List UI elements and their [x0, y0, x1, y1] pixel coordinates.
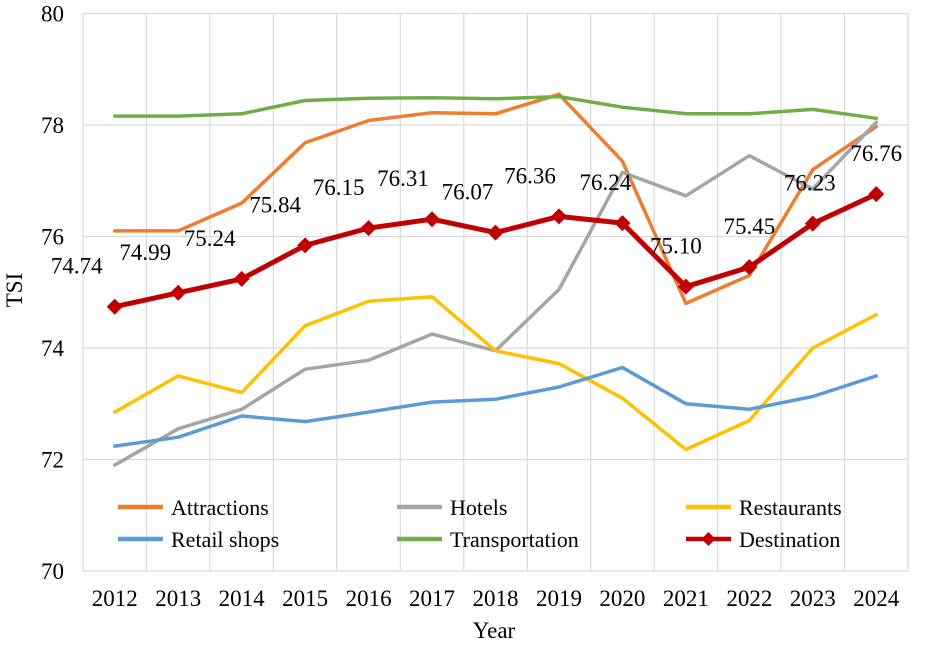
marker-destination — [297, 237, 314, 254]
x-axis-title: Year — [473, 618, 516, 643]
series-line-retail-shops — [112, 365, 879, 448]
legend-marker-destination — [701, 532, 716, 546]
data-label-destination: 76.31 — [377, 166, 429, 191]
legend-item-transportation: Transportation — [397, 527, 579, 552]
x-tick-label: 2012 — [92, 586, 138, 611]
legend-item-attractions: Attractions — [118, 495, 269, 520]
gridlines — [82, 12, 909, 572]
marker-destination — [106, 298, 123, 315]
x-tick-label: 2014 — [219, 586, 266, 611]
marker-destination — [614, 215, 631, 232]
legend: Attractions Hotels Restaurants Retail shops… — [118, 495, 842, 552]
destination-data-labels: 74.74 74.99 75.24 75.84 76.15 76.31 76.07 76.36… — [51, 141, 902, 279]
y-tick-label: 72 — [41, 448, 64, 473]
legend-label-restaurants: Restaurants — [739, 495, 842, 520]
data-label-destination: 76.07 — [442, 180, 494, 205]
marker-destination — [424, 211, 441, 228]
legend-item-restaurants: Restaurants — [686, 495, 842, 520]
legend-label-retail-shops: Retail shops — [171, 527, 279, 552]
legend-label-hotels: Hotels — [450, 495, 507, 520]
x-tick-label: 2023 — [790, 586, 836, 611]
data-label-destination: 76.76 — [850, 141, 902, 166]
y-tick-label: 78 — [41, 113, 64, 138]
series-line-attractions — [112, 92, 879, 306]
y-tick-label: 74 — [41, 336, 65, 361]
marker-destination — [804, 215, 821, 232]
series-lines — [106, 92, 885, 467]
data-label-destination: 76.23 — [784, 171, 836, 196]
x-tick-label: 2015 — [282, 586, 328, 611]
marker-destination — [550, 208, 567, 225]
data-label-destination: 76.15 — [313, 175, 365, 200]
x-tick-label: 2020 — [599, 586, 645, 611]
y-tick-label: 70 — [41, 559, 64, 584]
x-tick-label: 2018 — [473, 586, 519, 611]
series-line-transportation — [112, 94, 879, 121]
legend-label-transportation: Transportation — [450, 527, 579, 552]
x-tick-label: 2016 — [346, 586, 392, 611]
x-tick-label: 2017 — [409, 586, 455, 611]
marker-destination — [868, 186, 885, 203]
series-line-restaurants — [112, 294, 879, 452]
y-tick-label: 80 — [41, 2, 64, 27]
data-label-destination: 76.36 — [504, 163, 556, 188]
data-label-destination: 75.45 — [723, 214, 775, 239]
marker-destination — [170, 284, 187, 301]
marker-destination — [741, 259, 758, 276]
legend-item-destination: Destination — [686, 527, 840, 552]
marker-destination — [360, 220, 377, 237]
axis-tick-labels: 70 72 74 76 78 80 2012 2013 2014 2015 2016 2017 2018… — [41, 2, 900, 612]
data-label-destination: 75.84 — [249, 192, 301, 217]
legend-item-hotels: Hotels — [397, 495, 507, 520]
legend-label-attractions: Attractions — [171, 495, 269, 520]
x-tick-label: 2013 — [155, 586, 201, 611]
data-label-destination: 76.24 — [580, 170, 632, 195]
x-tick-label: 2019 — [536, 586, 582, 611]
series-line-hotels — [112, 120, 879, 467]
y-tick-label: 76 — [41, 225, 64, 250]
x-tick-label: 2024 — [853, 586, 900, 611]
y-axis-title: TSI — [2, 273, 27, 308]
marker-destination — [233, 270, 250, 287]
data-label-destination: 74.74 — [51, 254, 103, 279]
marker-destination — [487, 224, 504, 241]
data-label-destination: 75.24 — [184, 226, 236, 251]
x-tick-label: 2022 — [726, 586, 772, 611]
legend-label-destination: Destination — [739, 527, 840, 552]
marker-destination — [677, 278, 694, 295]
data-label-destination: 74.99 — [119, 240, 171, 265]
x-tick-label: 2021 — [663, 586, 709, 611]
legend-item-retail-shops: Retail shops — [118, 527, 279, 552]
data-label-destination: 75.10 — [650, 234, 702, 259]
